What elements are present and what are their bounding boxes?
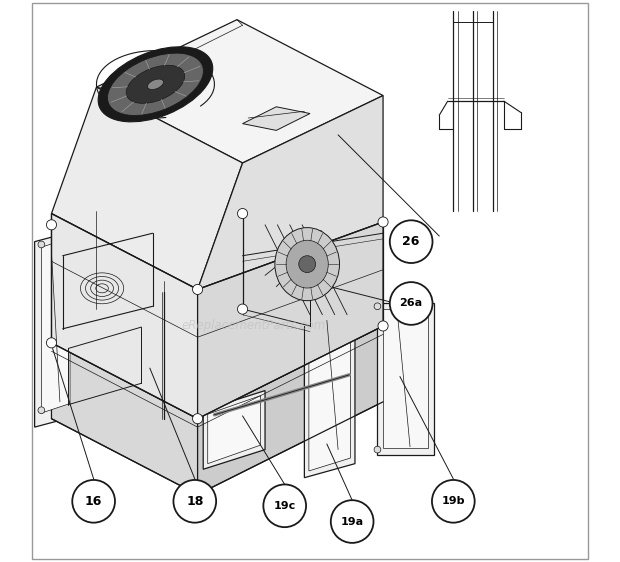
Text: 19a: 19a — [340, 516, 364, 527]
Circle shape — [378, 217, 388, 227]
Circle shape — [237, 304, 247, 314]
Circle shape — [193, 414, 203, 424]
Ellipse shape — [98, 47, 213, 122]
Polygon shape — [198, 222, 383, 419]
Circle shape — [46, 338, 56, 348]
Circle shape — [237, 209, 247, 219]
Polygon shape — [51, 343, 198, 495]
Ellipse shape — [275, 228, 340, 301]
Circle shape — [331, 500, 373, 543]
Polygon shape — [198, 96, 383, 289]
Text: 18: 18 — [186, 495, 203, 508]
Circle shape — [374, 303, 381, 310]
Circle shape — [299, 256, 316, 273]
Polygon shape — [51, 87, 242, 289]
Circle shape — [432, 480, 475, 523]
Circle shape — [193, 284, 203, 294]
Polygon shape — [304, 312, 355, 478]
Circle shape — [390, 220, 433, 263]
Text: 19c: 19c — [273, 501, 296, 511]
Polygon shape — [242, 107, 310, 130]
Polygon shape — [383, 309, 428, 448]
Ellipse shape — [107, 53, 203, 115]
Polygon shape — [203, 391, 265, 469]
Circle shape — [264, 484, 306, 527]
Polygon shape — [97, 20, 383, 163]
Ellipse shape — [126, 65, 185, 103]
Polygon shape — [42, 238, 70, 413]
Polygon shape — [309, 318, 350, 471]
Text: eReplacementParts.com: eReplacementParts.com — [182, 319, 326, 333]
Text: 16: 16 — [85, 495, 102, 508]
Text: 26a: 26a — [400, 298, 423, 309]
Circle shape — [390, 282, 433, 325]
Ellipse shape — [286, 241, 328, 288]
Ellipse shape — [148, 79, 164, 89]
Polygon shape — [35, 230, 77, 427]
Circle shape — [38, 241, 45, 248]
Polygon shape — [198, 326, 383, 495]
Circle shape — [38, 407, 45, 414]
Polygon shape — [51, 214, 198, 419]
Circle shape — [46, 220, 56, 230]
Circle shape — [374, 446, 381, 453]
Text: 26: 26 — [402, 235, 420, 248]
Circle shape — [174, 480, 216, 523]
Polygon shape — [208, 396, 260, 464]
Circle shape — [73, 480, 115, 523]
Text: 19b: 19b — [441, 496, 465, 506]
Circle shape — [378, 321, 388, 331]
Polygon shape — [378, 303, 433, 455]
